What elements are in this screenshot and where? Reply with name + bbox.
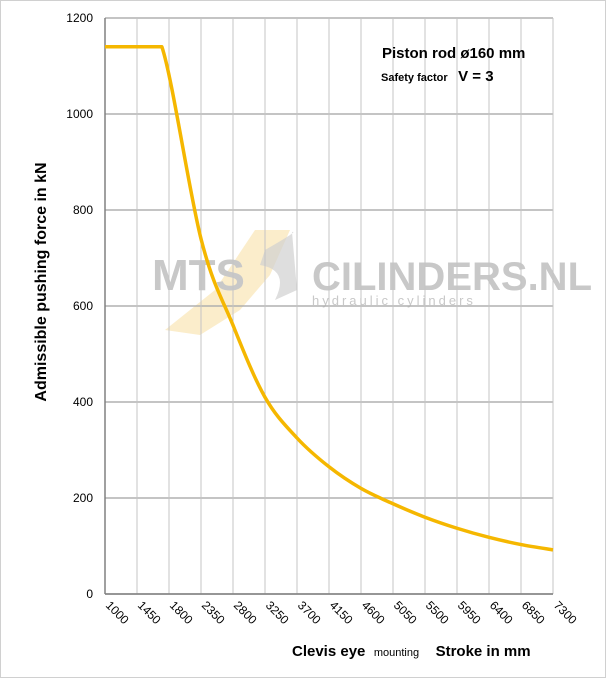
safety-factor-label: Safety factor	[381, 72, 448, 84]
y-tick-label: 800	[73, 203, 93, 217]
x-tick-label: 4150	[327, 598, 356, 627]
x-tick-label: 5500	[423, 598, 452, 627]
grid-lines	[104, 17, 554, 595]
series-line	[105, 45, 554, 552]
x-tick-label: 5950	[455, 598, 484, 627]
watermark-right-text: CILINDERS.NL	[312, 255, 592, 299]
annotation-line1: Piston rod ø160 mm	[382, 45, 525, 62]
y-tick-label: 400	[73, 395, 93, 409]
y-tick-label: 600	[73, 299, 93, 313]
x-tick-label: 3700	[295, 598, 324, 627]
x-tick-label: 7300	[551, 598, 580, 627]
y-axis-label: Admissible pushing force in kN	[33, 162, 50, 401]
annotation-line2: Safety factor V = 3	[381, 68, 494, 85]
watermark-arrow-icon	[260, 231, 297, 300]
y-tick-label: 200	[73, 491, 93, 505]
watermark-sub-text: hydraulic cylinders	[312, 293, 476, 308]
watermark-left-text: MTS	[152, 251, 245, 300]
x-tick-label: 3250	[263, 598, 292, 627]
x-tick-label: 1450	[135, 598, 164, 627]
x-tick-label: 2350	[199, 598, 228, 627]
x-tick-label: 6850	[519, 598, 548, 627]
y-axis-ticks: 0 200 400 600 800 1000 1200	[66, 11, 93, 601]
y-tick-label: 1000	[66, 107, 93, 121]
watermark-logo: MTS CILINDERS.NL hydraulic cylinders	[152, 230, 592, 335]
y-tick-label: 0	[86, 587, 93, 601]
x-tick-label: 1000	[103, 598, 132, 627]
x-tick-label: 1800	[167, 598, 196, 627]
safety-factor-value: V = 3	[458, 68, 493, 85]
x-tick-label: 2800	[231, 598, 260, 627]
x-axis-label-part2: mounting	[374, 647, 419, 659]
x-axis-ticks: 1000 1450 1800 2350 2800 3250 3700 4150 4600 5050…	[103, 598, 580, 627]
x-tick-label: 5050	[391, 598, 420, 627]
x-tick-label: 4600	[359, 598, 388, 627]
x-axis-label-part1: Clevis eye	[292, 643, 365, 660]
watermark-swoosh-icon	[165, 230, 290, 335]
x-tick-label: 6400	[487, 598, 516, 627]
x-axis-label-part3: Stroke in mm	[436, 643, 531, 660]
series-layer	[105, 45, 554, 552]
x-axis-label: Clevis eye mounting Stroke in mm	[292, 643, 531, 660]
y-tick-label: 1200	[66, 11, 93, 25]
